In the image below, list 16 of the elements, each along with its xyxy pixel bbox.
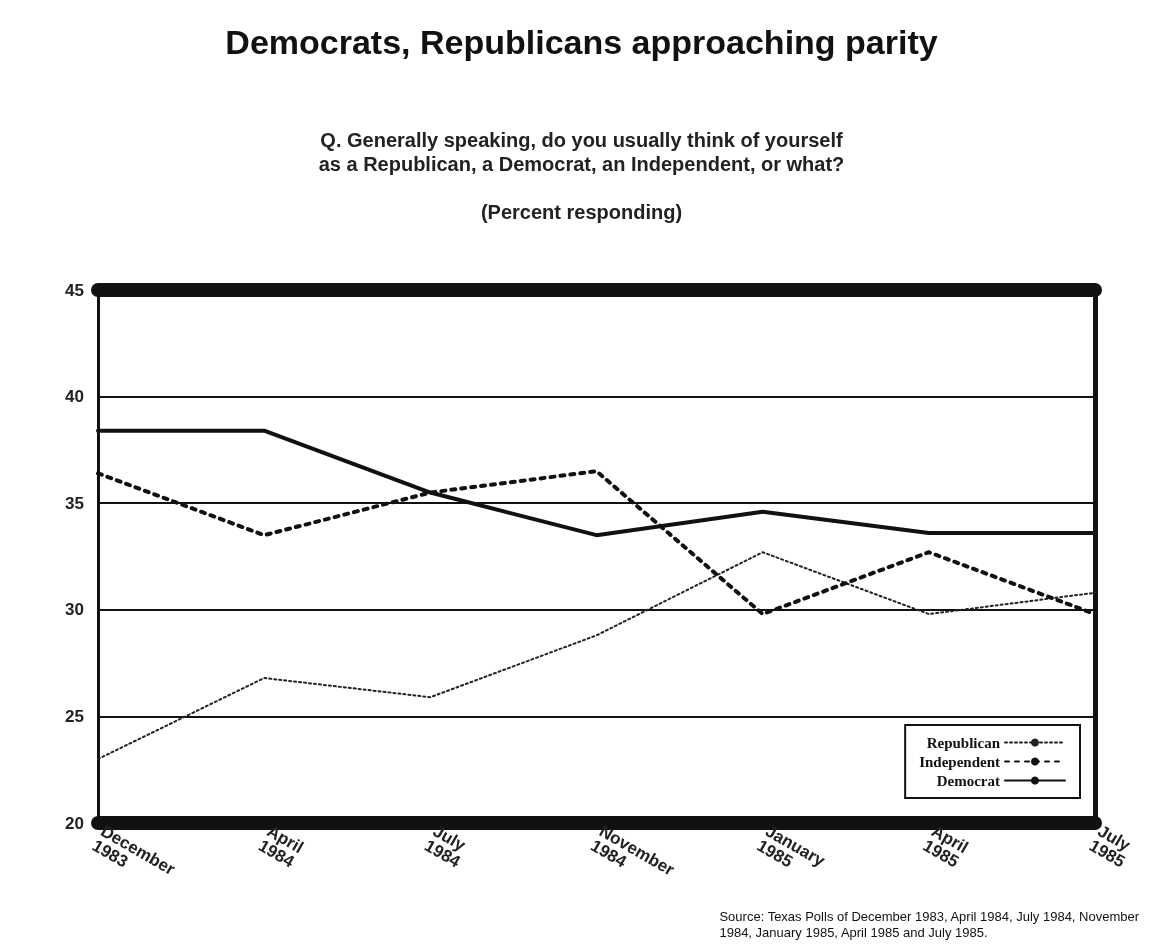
legend-label: Republican — [926, 734, 1001, 751]
text: Q. Generally speaking, do you usually think of yourself as a Republican, a Democrat, an Independent, or what? (Percent responding) — [318, 129, 845, 223]
y-tick-label: 25 — [65, 706, 84, 726]
x-tick-label: July 1985 — [1086, 821, 1134, 872]
y-tick-label: 45 — [65, 280, 84, 300]
x-tick-label: July 1984 — [421, 821, 470, 872]
y-tick-label: 40 — [65, 387, 84, 407]
legend-label: Independent — [919, 753, 1000, 770]
y-tick-label: 30 — [65, 600, 84, 620]
source-note: Source: Texas Polls of December 1983, April 1984, July 1984, November 1984, January 1985, April 1985 and July 1985. — [719, 908, 1140, 940]
y-tick-label: 35 — [65, 493, 84, 513]
chart-title: Democrats, Republicans approaching parity — [225, 23, 938, 61]
x-tick-label: April 1985 — [919, 821, 972, 872]
y-tick-label: 20 — [65, 813, 84, 833]
x-tick-label: April 1984 — [255, 821, 307, 872]
legend-label: Democrat — [936, 772, 1000, 789]
